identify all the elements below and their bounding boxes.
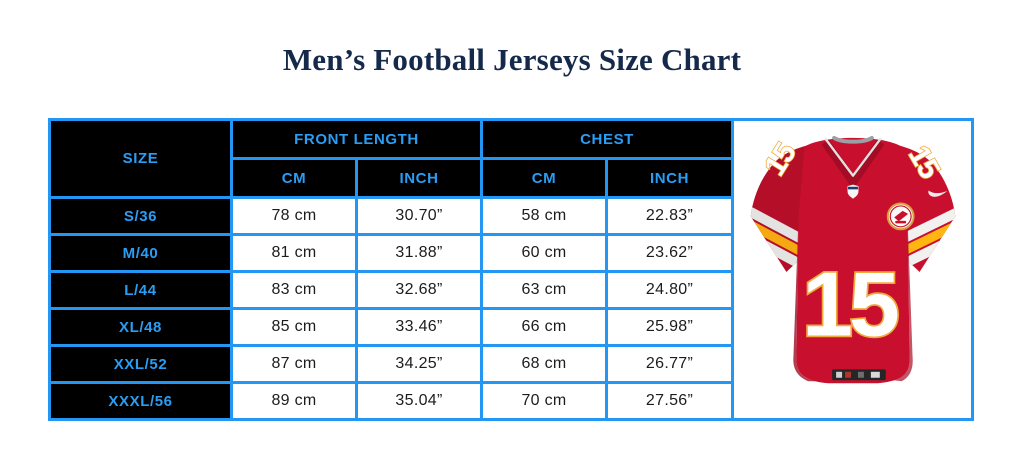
column-header-chest-cm: CM [480, 157, 609, 199]
chest-cm-value: 66 cm [480, 307, 609, 347]
table-row: M/40 81 cm 31.88” 60 cm 23.62” [48, 233, 735, 273]
chest-inch-value: 25.98” [605, 307, 735, 347]
front-cm-value: 78 cm [230, 196, 358, 236]
table-row: XXXL/56 89 cm 35.04” 70 cm 27.56” [48, 381, 735, 421]
size-label: XXL/52 [48, 344, 233, 384]
jersey-body [795, 137, 910, 383]
jersey-back-collar [831, 135, 874, 144]
front-inch-value: 31.88” [354, 233, 484, 273]
front-cm-value: 81 cm [230, 233, 358, 273]
front-inch-value: 33.46” [354, 307, 484, 347]
chest-inch-value: 27.56” [605, 381, 735, 421]
chest-inch-value: 23.62” [605, 233, 735, 273]
page-title: Men’s Football Jerseys Size Chart [282, 42, 742, 77]
jersey-vneck-collar [821, 138, 884, 186]
jersey-side-shading [792, 219, 816, 381]
chest-cm-value: 68 cm [480, 344, 609, 384]
jersey-product-image: 15 15 15 [734, 118, 974, 421]
chest-cm-value: 63 cm [480, 270, 609, 310]
front-cm-value: 85 cm [230, 307, 358, 347]
column-header-front-length: FRONT LENGTH [229, 118, 484, 160]
front-inch-value: 34.25” [354, 344, 484, 384]
chest-cm-value: 60 cm [480, 233, 609, 273]
chiefs-patch-icon [886, 201, 915, 230]
size-label: L/44 [48, 270, 233, 310]
jersey-collar-trim [823, 137, 882, 177]
column-header-chest: CHEST [480, 118, 735, 160]
size-label: S/36 [48, 196, 233, 236]
front-cm-value: 87 cm [230, 344, 358, 384]
table-row: S/36 78 cm 30.70” 58 cm 22.83” [48, 196, 735, 236]
size-label: XL/48 [48, 307, 233, 347]
size-label: M/40 [48, 233, 233, 273]
nike-swoosh-icon [927, 190, 947, 197]
jersey-hem-tags [831, 368, 886, 380]
table-row: XL/48 85 cm 33.46” 66 cm 25.98” [48, 307, 735, 347]
column-header-front-cm: CM [230, 157, 358, 199]
column-header-size: SIZE [48, 118, 233, 199]
size-chart: SIZE FRONT LENGTH CHEST CM INCH CM INCH … [48, 118, 974, 421]
chest-inch-value: 24.80” [605, 270, 735, 310]
size-label: XXXL/56 [48, 381, 233, 421]
size-table: SIZE FRONT LENGTH CHEST CM INCH CM INCH … [48, 118, 735, 421]
nfl-shield-icon [847, 184, 858, 199]
table-row: XXL/52 87 cm 34.25” 68 cm 26.77” [48, 344, 735, 384]
front-inch-value: 30.70” [354, 196, 484, 236]
front-inch-value: 35.04” [354, 381, 484, 421]
jersey-side-shading [893, 219, 913, 381]
column-header-front-inch: INCH [354, 157, 484, 199]
chest-inch-value: 26.77” [605, 344, 735, 384]
football-jersey-illustration: 15 15 15 [750, 135, 955, 383]
jersey-chest-number: 15 [802, 253, 898, 355]
column-header-chest-inch: INCH [605, 157, 735, 199]
front-cm-value: 89 cm [230, 381, 358, 421]
chest-cm-value: 70 cm [480, 381, 609, 421]
table-row: L/44 83 cm 32.68” 63 cm 24.80” [48, 270, 735, 310]
chest-inch-value: 22.83” [605, 196, 735, 236]
chest-cm-value: 58 cm [480, 196, 609, 236]
front-cm-value: 83 cm [230, 270, 358, 310]
front-inch-value: 32.68” [354, 270, 484, 310]
